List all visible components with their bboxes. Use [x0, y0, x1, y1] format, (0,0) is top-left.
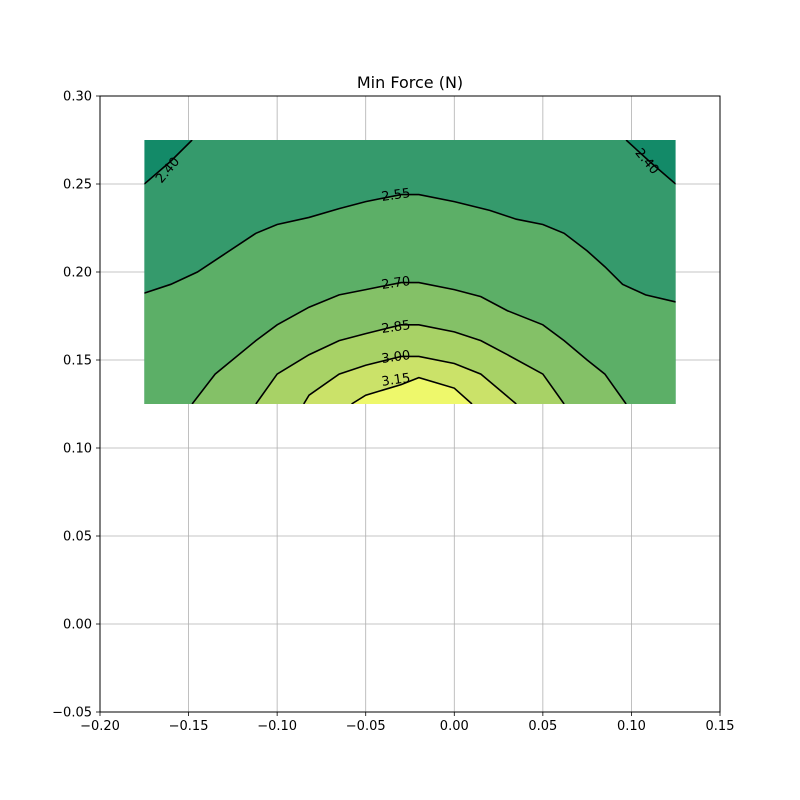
contour-line-2.70: [191, 281, 627, 404]
contour-label-group: 2.55: [381, 186, 412, 205]
y-tick-label: 0.00: [63, 618, 92, 633]
plot-frame: [99, 95, 721, 713]
x-tick-label: 0.15: [706, 719, 735, 734]
contour-line-3.15: [351, 376, 473, 404]
contour-label-group: 2.70: [381, 274, 412, 293]
y-tick-label: 0.25: [63, 178, 92, 193]
x-tick-label: 0.00: [440, 719, 469, 734]
x-tick-label: −0.15: [169, 719, 209, 734]
contour-label: 3.00: [381, 348, 412, 367]
axis-ticks: −0.20 −0.15 −0.10 −0.05 0.00 0.05 0.10 0.15 −0.0…: [52, 90, 734, 735]
contour-label-group: 3.15: [381, 371, 412, 390]
x-tick-label: −0.05: [346, 719, 386, 734]
contour-line-2.40: [625, 140, 676, 185]
contour-label-group: 2.85: [381, 318, 412, 337]
contour-label-group: 3.00: [381, 348, 412, 367]
y-tick-label: 0.05: [63, 530, 92, 545]
contour-line-3.00: [303, 355, 517, 404]
y-tick-label: 0.30: [63, 90, 92, 105]
x-tick-label: −0.20: [80, 719, 120, 734]
contour-label: 2.70: [381, 274, 412, 293]
contour-lines: [144, 140, 676, 404]
contour-line-2.55: [144, 193, 676, 303]
y-tick-label: 0.20: [63, 266, 92, 281]
x-tick-label: 0.05: [528, 719, 557, 734]
contour-label: 3.15: [381, 371, 412, 390]
y-tick-label: 0.15: [63, 354, 92, 369]
contour-line-2.40: [144, 140, 193, 185]
x-tick-label: −0.10: [257, 719, 297, 734]
y-tick-label: 0.10: [63, 442, 92, 457]
chart-title: Min Force (N): [357, 73, 463, 92]
contour-label: 2.55: [381, 186, 412, 205]
fill-band-above-3-15: [351, 377, 472, 404]
contour-line-2.85: [255, 324, 565, 404]
y-tick-label: −0.05: [52, 706, 92, 721]
contour-label: 2.85: [381, 318, 412, 337]
filled-contours: [144, 140, 676, 404]
x-tick-label: 0.10: [617, 719, 646, 734]
